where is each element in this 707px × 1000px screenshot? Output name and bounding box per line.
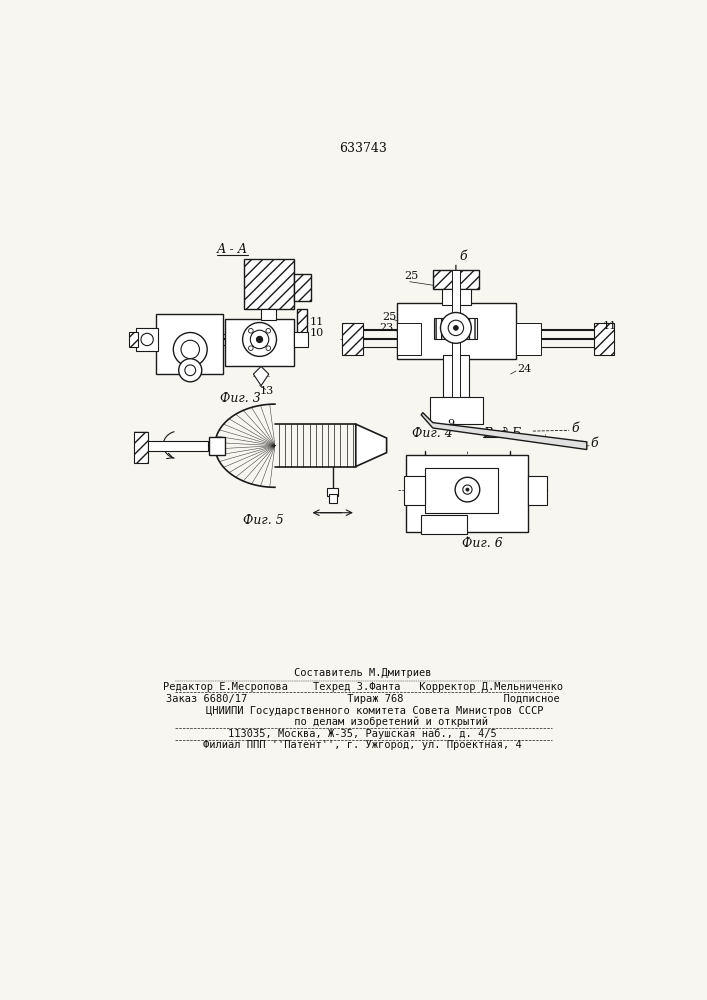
Circle shape (141, 333, 153, 346)
Bar (433, 270, 479, 289)
Circle shape (266, 346, 271, 350)
Bar (397, 303, 516, 359)
Text: Составитель М.Дмитриев: Составитель М.Дмитриев (294, 668, 431, 678)
Text: 633743: 633743 (339, 142, 387, 155)
Circle shape (448, 320, 464, 336)
Circle shape (455, 477, 480, 502)
Text: +: + (446, 494, 455, 503)
Circle shape (454, 326, 458, 330)
Bar (442, 289, 472, 305)
Circle shape (181, 340, 199, 359)
Text: Вид Б: Вид Б (483, 427, 521, 440)
Circle shape (440, 312, 472, 343)
Text: Фиг. 5: Фиг. 5 (243, 514, 284, 527)
Text: 9: 9 (447, 419, 454, 429)
Bar (136, 328, 158, 351)
Bar (527, 476, 547, 505)
Circle shape (179, 359, 201, 382)
Text: 113035, Москва, Ж-35, Раушская наб., д. 4/5: 113035, Москва, Ж-35, Раушская наб., д. … (228, 729, 497, 739)
Bar (148, 441, 208, 451)
Text: Фиг. 6: Фиг. 6 (462, 537, 503, 550)
Bar (327, 488, 338, 496)
Bar (425, 468, 498, 513)
Bar (404, 476, 425, 505)
Bar (261, 309, 276, 320)
Text: Заказ 6680/17                Тираж 768                Подписное: Заказ 6680/17 Тираж 768 Подписное (166, 694, 560, 704)
Bar (225, 319, 294, 366)
Bar (209, 437, 225, 455)
Bar (134, 432, 148, 463)
Text: +: + (480, 476, 489, 485)
Text: по делам изобретений и открытий: по делам изобретений и открытий (238, 717, 488, 727)
Text: ЦНИИПИ Государственного комитета Совета Министров СССР: ЦНИИПИ Государственного комитета Совета … (182, 706, 544, 716)
Bar (296, 309, 308, 339)
Bar (406, 455, 527, 532)
Polygon shape (253, 366, 269, 386)
Bar (329, 494, 337, 503)
Circle shape (185, 365, 196, 376)
Text: 13: 13 (260, 386, 274, 396)
Text: 25: 25 (382, 312, 397, 322)
Text: б: б (571, 422, 579, 434)
Bar (156, 314, 223, 374)
Bar (129, 332, 138, 347)
Text: Фиг. 4: Фиг. 4 (412, 427, 453, 440)
Bar (244, 259, 294, 309)
Bar (452, 270, 460, 397)
Text: Фиг. 3: Фиг. 3 (220, 392, 261, 405)
Bar (342, 323, 363, 355)
Bar (294, 274, 311, 301)
Text: б: б (460, 250, 467, 263)
Circle shape (243, 323, 276, 356)
Text: 10: 10 (310, 328, 324, 338)
Bar (294, 332, 308, 347)
Circle shape (266, 328, 271, 333)
Bar (443, 355, 469, 397)
Text: 11: 11 (310, 317, 324, 327)
Text: 23: 23 (379, 323, 393, 333)
Circle shape (173, 333, 207, 366)
Text: 24: 24 (518, 364, 532, 374)
Bar (434, 318, 477, 339)
Text: +: + (480, 494, 489, 503)
Circle shape (466, 488, 469, 491)
Bar (595, 323, 614, 355)
Bar (421, 515, 467, 534)
Polygon shape (356, 424, 387, 466)
Bar (397, 323, 421, 355)
Text: 25: 25 (404, 271, 419, 281)
Text: 11: 11 (602, 321, 617, 331)
Circle shape (463, 485, 472, 494)
Circle shape (249, 346, 253, 350)
Circle shape (250, 330, 269, 349)
Bar (516, 323, 541, 355)
Text: А - А: А - А (217, 243, 248, 256)
Circle shape (249, 328, 253, 333)
Text: Филиал ППП ''Патент'', г. Ужгород, ул. Проектная, 4: Филиал ППП ''Патент'', г. Ужгород, ул. П… (204, 740, 522, 750)
Bar (431, 397, 483, 424)
Circle shape (257, 336, 262, 343)
Text: Редактор Е.Месропова    Техред З.Фанта   Корректор Д.Мельниченко: Редактор Е.Месропова Техред З.Фанта Корр… (163, 682, 563, 692)
Text: б: б (590, 437, 598, 450)
Polygon shape (421, 413, 587, 450)
Text: +: + (446, 476, 455, 485)
